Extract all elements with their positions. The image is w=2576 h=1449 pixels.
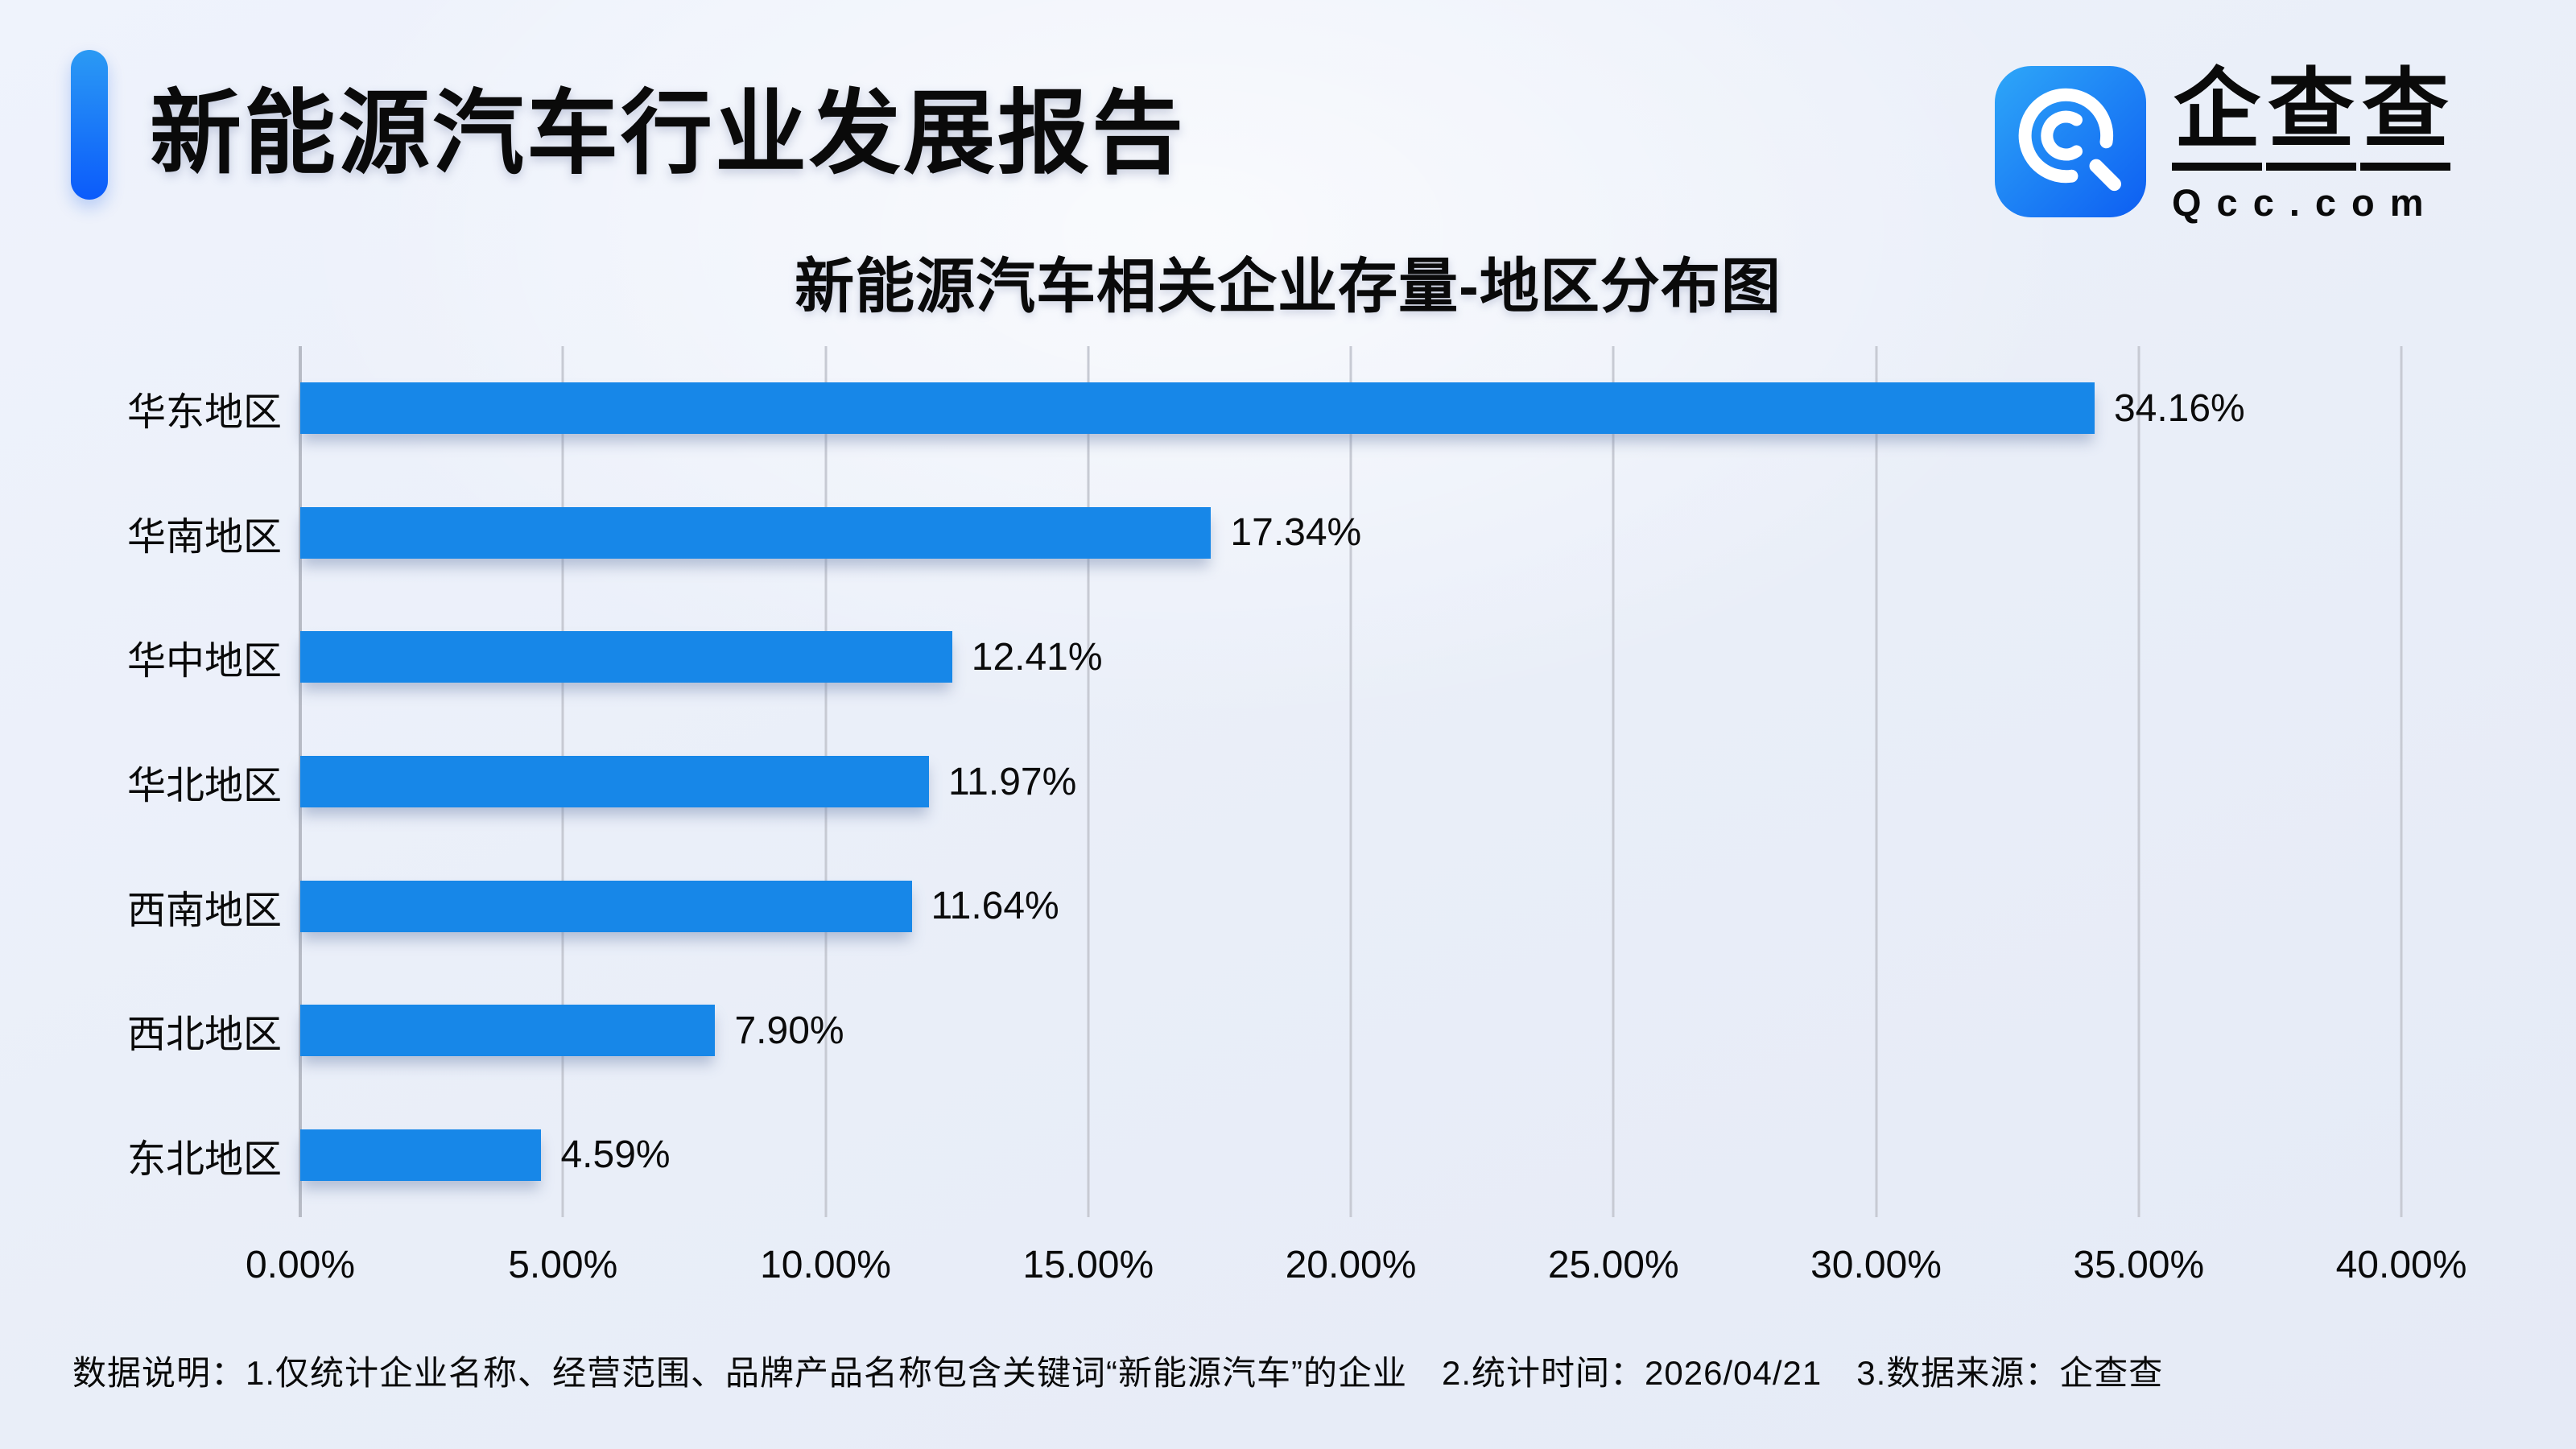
gridline — [1612, 346, 1615, 1217]
bar-value-label: 11.97% — [948, 760, 1077, 803]
x-axis-ticks: 0.00% 5.00% 10.00% 15.00% 20.00% 25.00% 30.00%… — [246, 1243, 2467, 1294]
y-axis-label: 华北地区 — [126, 765, 282, 808]
qcc-logo-domain: Qcc.com — [2172, 181, 2439, 224]
y-axis-label: 华南地区 — [126, 515, 282, 559]
y-axis-labels: 华东地区华南地区华中地区华北地区西南地区西北地区东北地区 — [0, 346, 282, 1217]
x-tick-label: 30.00% — [1810, 1244, 1942, 1286]
report-header: 新能源汽车行业发展报告 — [71, 50, 1186, 200]
report-title: 新能源汽车行业发展报告 — [150, 82, 1187, 185]
bar — [300, 382, 2095, 435]
qcc-logo-text: 企查查 Qcc.com — [2172, 66, 2454, 225]
bar-row: 17.34% — [300, 471, 2401, 596]
bar-row: 11.64% — [300, 844, 2401, 968]
x-tick-label: 35.00% — [2073, 1244, 2205, 1286]
bar — [300, 880, 912, 932]
chart-title: 新能源汽车相关企业存量-地区分布图 — [795, 253, 1781, 320]
qcc-magnifier-icon — [1995, 66, 2146, 217]
gridline — [2400, 346, 2403, 1217]
x-tick-label: 0.00% — [245, 1244, 356, 1286]
x-tick-label: 25.00% — [1547, 1244, 1679, 1286]
y-axis-label: 西南地区 — [126, 889, 282, 932]
bar — [300, 1129, 542, 1181]
bar-value-label: 34.16% — [2113, 386, 2245, 430]
bar — [300, 506, 1212, 559]
bar-row: 12.41% — [300, 595, 2401, 720]
bar — [300, 631, 952, 683]
bar-row: 11.97% — [300, 720, 2401, 844]
bar-value-label: 17.34% — [1230, 511, 1362, 555]
bar — [300, 756, 930, 808]
bar-value-label: 12.41% — [971, 635, 1103, 679]
x-tick-label: 40.00% — [2335, 1244, 2467, 1286]
gridline — [1349, 346, 1352, 1217]
y-axis-label: 华中地区 — [126, 640, 282, 683]
gridline — [1875, 346, 1877, 1217]
x-tick-label: 20.00% — [1285, 1244, 1417, 1286]
title-accent-bar — [71, 50, 108, 200]
qcc-logo-name: 企查查 — [2172, 66, 2454, 171]
bar-rows: 34.16% 17.34% 12.41% 11.97% 11.64% 7.90%… — [300, 346, 2401, 1217]
bar-row: 34.16% — [300, 346, 2401, 471]
bar-value-label: 7.90% — [734, 1009, 844, 1052]
bar-value-label: 4.59% — [560, 1133, 671, 1177]
x-tick-label: 5.00% — [508, 1244, 618, 1286]
bar-row: 4.59% — [300, 1092, 2401, 1217]
x-tick-label: 10.00% — [760, 1244, 891, 1286]
data-note: 数据说明：1.仅统计企业名称、经营范围、品牌产品名称包含关键词“新能源汽车”的企… — [72, 1354, 2164, 1392]
qcc-logo-char: 企 — [2172, 66, 2263, 171]
y-axis-label: 东北地区 — [126, 1137, 282, 1181]
qcc-logo-char: 查 — [2266, 66, 2357, 171]
qcc-logo-char: 查 — [2360, 66, 2451, 171]
gridline — [1087, 346, 1090, 1217]
bar-row: 7.90% — [300, 968, 2401, 1093]
qcc-logo: 企查查 Qcc.com — [1995, 66, 2454, 225]
bar-value-label: 11.64% — [931, 885, 1059, 928]
plot-area: 34.16% 17.34% 12.41% 11.97% 11.64% 7.90%… — [299, 346, 2403, 1217]
y-axis-label: 西北地区 — [126, 1013, 282, 1057]
y-axis-label: 华东地区 — [126, 391, 282, 435]
bar — [300, 1005, 716, 1057]
x-tick-label: 15.00% — [1022, 1244, 1154, 1286]
gridline — [2137, 346, 2140, 1217]
